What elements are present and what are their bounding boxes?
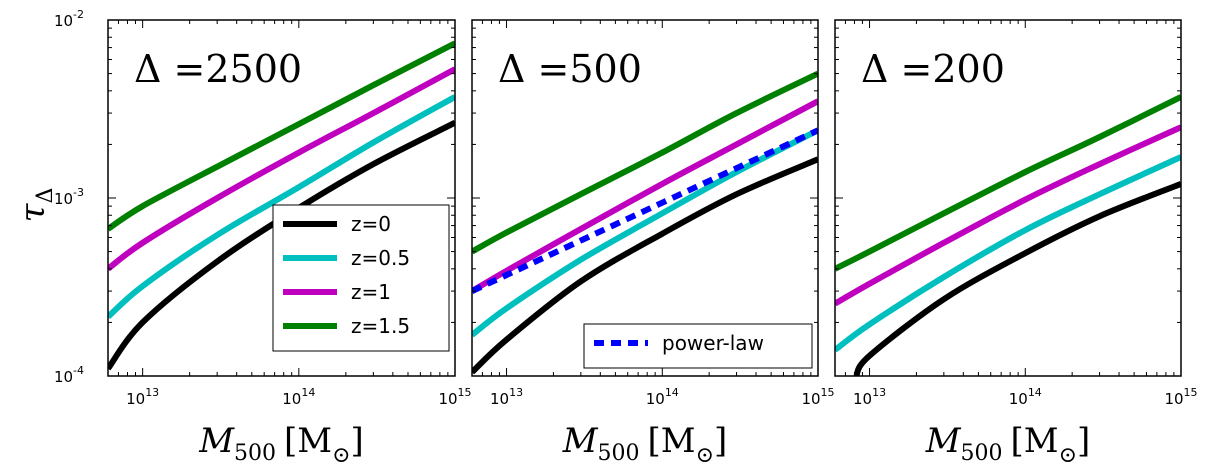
series-line-1 xyxy=(835,154,1181,353)
legend-label: z=1.5 xyxy=(351,314,410,338)
panel-label: Δ =200 xyxy=(861,47,1005,91)
x-tick-label: 1014 xyxy=(646,386,679,408)
series-line-z-1 xyxy=(108,66,455,272)
series-line-z-0-5 xyxy=(108,94,455,320)
x-tick-label: 1013 xyxy=(853,386,886,408)
legend-label: z=0 xyxy=(351,212,391,236)
panel-label: Δ =2500 xyxy=(134,47,302,91)
x-tick-label: 1015 xyxy=(801,386,834,408)
x-tick-label: 1014 xyxy=(1009,386,1042,408)
x-tick-label: 1013 xyxy=(126,386,159,408)
series-line-3 xyxy=(472,70,818,255)
y-tick-label: 10-4 xyxy=(54,364,84,386)
series-line-z-0 xyxy=(108,120,455,371)
x-axis-title: M500 [M⊙] xyxy=(562,421,728,468)
series-line-z-1-5 xyxy=(108,40,455,232)
x-tick-label: 1015 xyxy=(438,386,471,408)
panel-label: Δ =500 xyxy=(498,47,642,91)
series-line-power-law xyxy=(472,127,818,294)
legend-label: power-law xyxy=(662,331,764,355)
x-tick-label: 1013 xyxy=(490,386,523,408)
legend: z=0 z=0.5 z=1 z=1.5 xyxy=(272,204,450,352)
y-tick-label: 10-2 xyxy=(54,8,84,30)
panel-2: 1013 1014 1015 Δ =500 M500 [M⊙] power-law xyxy=(471,19,835,468)
legend-label: z=1 xyxy=(351,280,391,304)
series-line-1 xyxy=(472,127,818,338)
y-axis-title: τΔ xyxy=(13,188,58,223)
series-line-2 xyxy=(835,124,1181,307)
x-axis-title: M500 [M⊙] xyxy=(925,421,1091,468)
legend-box xyxy=(583,323,813,369)
legend: power-law xyxy=(583,323,813,369)
series-line-0 xyxy=(853,181,1181,376)
series-line-0 xyxy=(472,156,818,375)
series-line-3 xyxy=(835,94,1181,272)
legend-label: z=0.5 xyxy=(351,246,410,270)
series-group xyxy=(472,70,818,375)
x-tick-label: 1014 xyxy=(282,386,315,408)
panel-1: 1013 1014 1015 10-4 10-3 10-2 Δ =2500 M500 [M⊙] z… xyxy=(54,8,472,468)
series-group xyxy=(108,40,455,371)
x-tick-label: 1015 xyxy=(1164,386,1197,408)
series-line-2 xyxy=(472,98,818,294)
x-axis-title: M500 [M⊙] xyxy=(198,421,364,468)
y-tick-label: 10-3 xyxy=(54,186,84,208)
series-group xyxy=(835,94,1181,376)
panel-3: 1013 1014 1015 Δ =200 M500 [M⊙] xyxy=(834,19,1198,468)
